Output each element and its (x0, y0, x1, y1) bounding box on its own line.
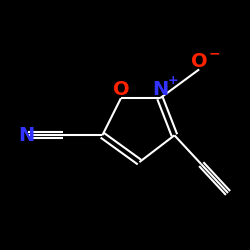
Text: +: + (168, 74, 178, 88)
Text: O: O (112, 80, 129, 99)
Text: O: O (191, 52, 208, 72)
Text: N: N (152, 80, 168, 99)
Text: −: − (209, 47, 221, 61)
Text: N: N (18, 126, 34, 145)
